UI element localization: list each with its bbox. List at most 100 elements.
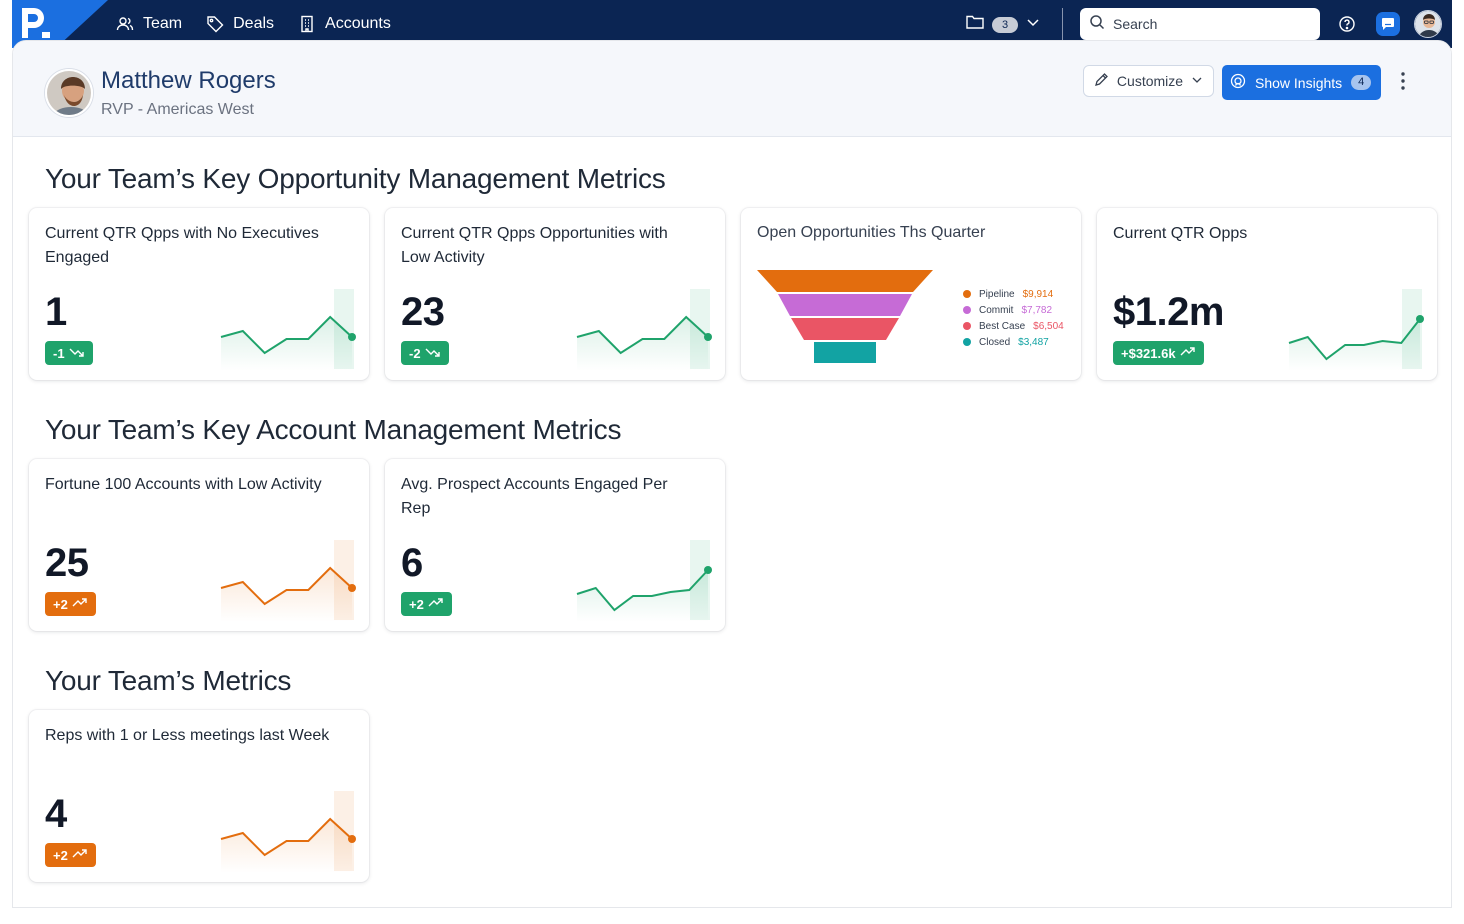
search-icon <box>1089 14 1105 35</box>
search-box[interactable] <box>1080 8 1320 40</box>
building-icon <box>298 15 316 33</box>
insights-count-badge: 4 <box>1351 75 1372 90</box>
legend-dot <box>963 322 971 330</box>
sparkline-chart <box>1288 289 1424 371</box>
sparkline-area <box>577 317 708 371</box>
sparkline-line <box>576 569 709 612</box>
tag-icon <box>206 15 224 33</box>
help-icon[interactable] <box>1338 15 1356 38</box>
nav-deals[interactable]: Deals <box>206 15 274 33</box>
insights-icon <box>1230 73 1246 92</box>
delta-value: +$321.6k <box>1121 345 1176 361</box>
search-input[interactable] <box>1113 16 1303 32</box>
nav-accounts[interactable]: Accounts <box>298 15 391 33</box>
card-title: Reps with 1 or Less meetings last Week <box>45 727 330 744</box>
nav-deals-label: Deals <box>233 15 275 32</box>
trend-up-icon <box>428 597 444 612</box>
delta-value: -2 <box>409 345 421 361</box>
card-value: 6 <box>401 541 423 585</box>
trend-down-icon <box>69 346 85 361</box>
legend-dot <box>963 338 971 346</box>
legend-item: Pipeline $9,914 <box>963 286 1064 302</box>
legend-value: $3,487 <box>1018 336 1049 348</box>
sparkline-line <box>220 817 353 857</box>
metric-card[interactable]: Fortune 100 Accounts with Low Activity 2… <box>29 459 369 631</box>
legend-label: Best Case <box>979 320 1026 332</box>
user-avatar[interactable] <box>1414 10 1442 38</box>
funnel-card[interactable]: Open Opportunities Ths Quarter Pipeline … <box>741 208 1081 380</box>
metric-card[interactable]: Current QTR Qpps with No Executives Enga… <box>29 208 369 380</box>
main-nav: Team Deals Accounts <box>116 0 391 48</box>
delta-value: +2 <box>53 596 68 612</box>
card-title: Current QTR Opps <box>1113 225 1248 242</box>
sparkline-line <box>220 315 353 355</box>
section-title-opportunity: Your Team’s Key Opportunity Management M… <box>45 163 666 194</box>
users-icon <box>116 15 134 33</box>
legend-item: Closed $3,487 <box>963 334 1064 350</box>
trend-up-icon <box>1180 346 1196 361</box>
sparkline-end-point <box>704 566 712 574</box>
sparkline-end-point <box>348 584 356 592</box>
section-title-account: Your Team’s Key Account Management Metri… <box>45 414 622 445</box>
sparkline-line <box>576 315 709 355</box>
sparkline-chart <box>220 791 356 873</box>
sparkline-area <box>221 568 352 622</box>
nav-team[interactable]: Team <box>116 15 182 33</box>
legend-value: $9,914 <box>1022 288 1054 300</box>
folder-menu[interactable]: 3 <box>966 14 1040 35</box>
nav-divider <box>1062 8 1063 41</box>
trend-down-icon <box>425 346 441 361</box>
funnel-stage-pipeline <box>757 270 933 292</box>
sparkline-line <box>1288 318 1421 361</box>
card-value: 25 <box>45 541 89 585</box>
customize-label: Customize <box>1116 73 1184 89</box>
customize-button[interactable]: Customize <box>1083 65 1214 97</box>
sparkline-end-point <box>348 333 356 341</box>
sparkline-chart <box>576 289 712 371</box>
funnel-stage-best-case <box>791 318 899 340</box>
trend-up-icon <box>72 597 88 612</box>
nav-team-label: Team <box>143 15 183 32</box>
profile-avatar <box>45 69 93 117</box>
legend-item: Commit $7,782 <box>963 302 1064 318</box>
card-title: Open Opportunities Ths Quarter <box>757 224 986 241</box>
profile-name: Matthew Rogers <box>101 67 276 94</box>
legend-item: Best Case $6,504 <box>963 318 1064 334</box>
folder-count-badge: 3 <box>992 16 1019 33</box>
card-title: Current QTR Qpps Opportunities with Low … <box>401 225 668 266</box>
delta-badge: -1 <box>45 341 93 365</box>
metric-card[interactable]: Reps with 1 or Less meetings last Week 4… <box>29 710 369 882</box>
insights-label: Show Insights <box>1255 74 1343 91</box>
legend-label: Closed <box>979 336 1011 348</box>
card-title: Fortune 100 Accounts with Low Activity <box>45 476 322 493</box>
delta-badge: +2 <box>401 592 452 616</box>
legend-dot <box>963 306 971 314</box>
card-value: 4 <box>45 792 67 836</box>
card-title: Current QTR Qpps with No Executives Enga… <box>45 225 319 266</box>
delta-value: +2 <box>53 847 68 863</box>
delta-badge: -2 <box>401 341 449 365</box>
funnel-chart <box>757 270 933 363</box>
folder-icon <box>966 14 984 35</box>
nav-accounts-label: Accounts <box>325 15 391 32</box>
delta-badge: +2 <box>45 843 96 867</box>
show-insights-button[interactable]: Show Insights 4 <box>1222 65 1381 100</box>
more-options-icon[interactable] <box>1399 71 1407 96</box>
legend-label: Commit <box>979 304 1014 316</box>
profile-header: Matthew Rogers RVP - Americas West Custo… <box>13 41 1451 137</box>
sparkline-area <box>221 317 352 371</box>
card-title: Avg. Prospect Accounts Engaged Per Rep <box>401 476 668 517</box>
card-value: $1.2m <box>1113 290 1224 334</box>
delta-badge: +2 <box>45 592 96 616</box>
pencil-icon <box>1094 72 1109 90</box>
sparkline-chart <box>220 289 356 371</box>
funnel-stage-closed <box>814 342 876 363</box>
card-value: 1 <box>45 290 67 334</box>
delta-value: +2 <box>409 596 424 612</box>
metric-card[interactable]: Avg. Prospect Accounts Engaged Per Rep 6… <box>385 459 725 631</box>
metric-card[interactable]: Current QTR Qpps Opportunities with Low … <box>385 208 725 380</box>
chat-icon[interactable] <box>1376 12 1400 36</box>
metric-card[interactable]: Current QTR Opps $1.2m +$321.6k <box>1097 208 1437 380</box>
app-logo[interactable] <box>12 0 108 48</box>
sparkline-end-point <box>704 333 712 341</box>
